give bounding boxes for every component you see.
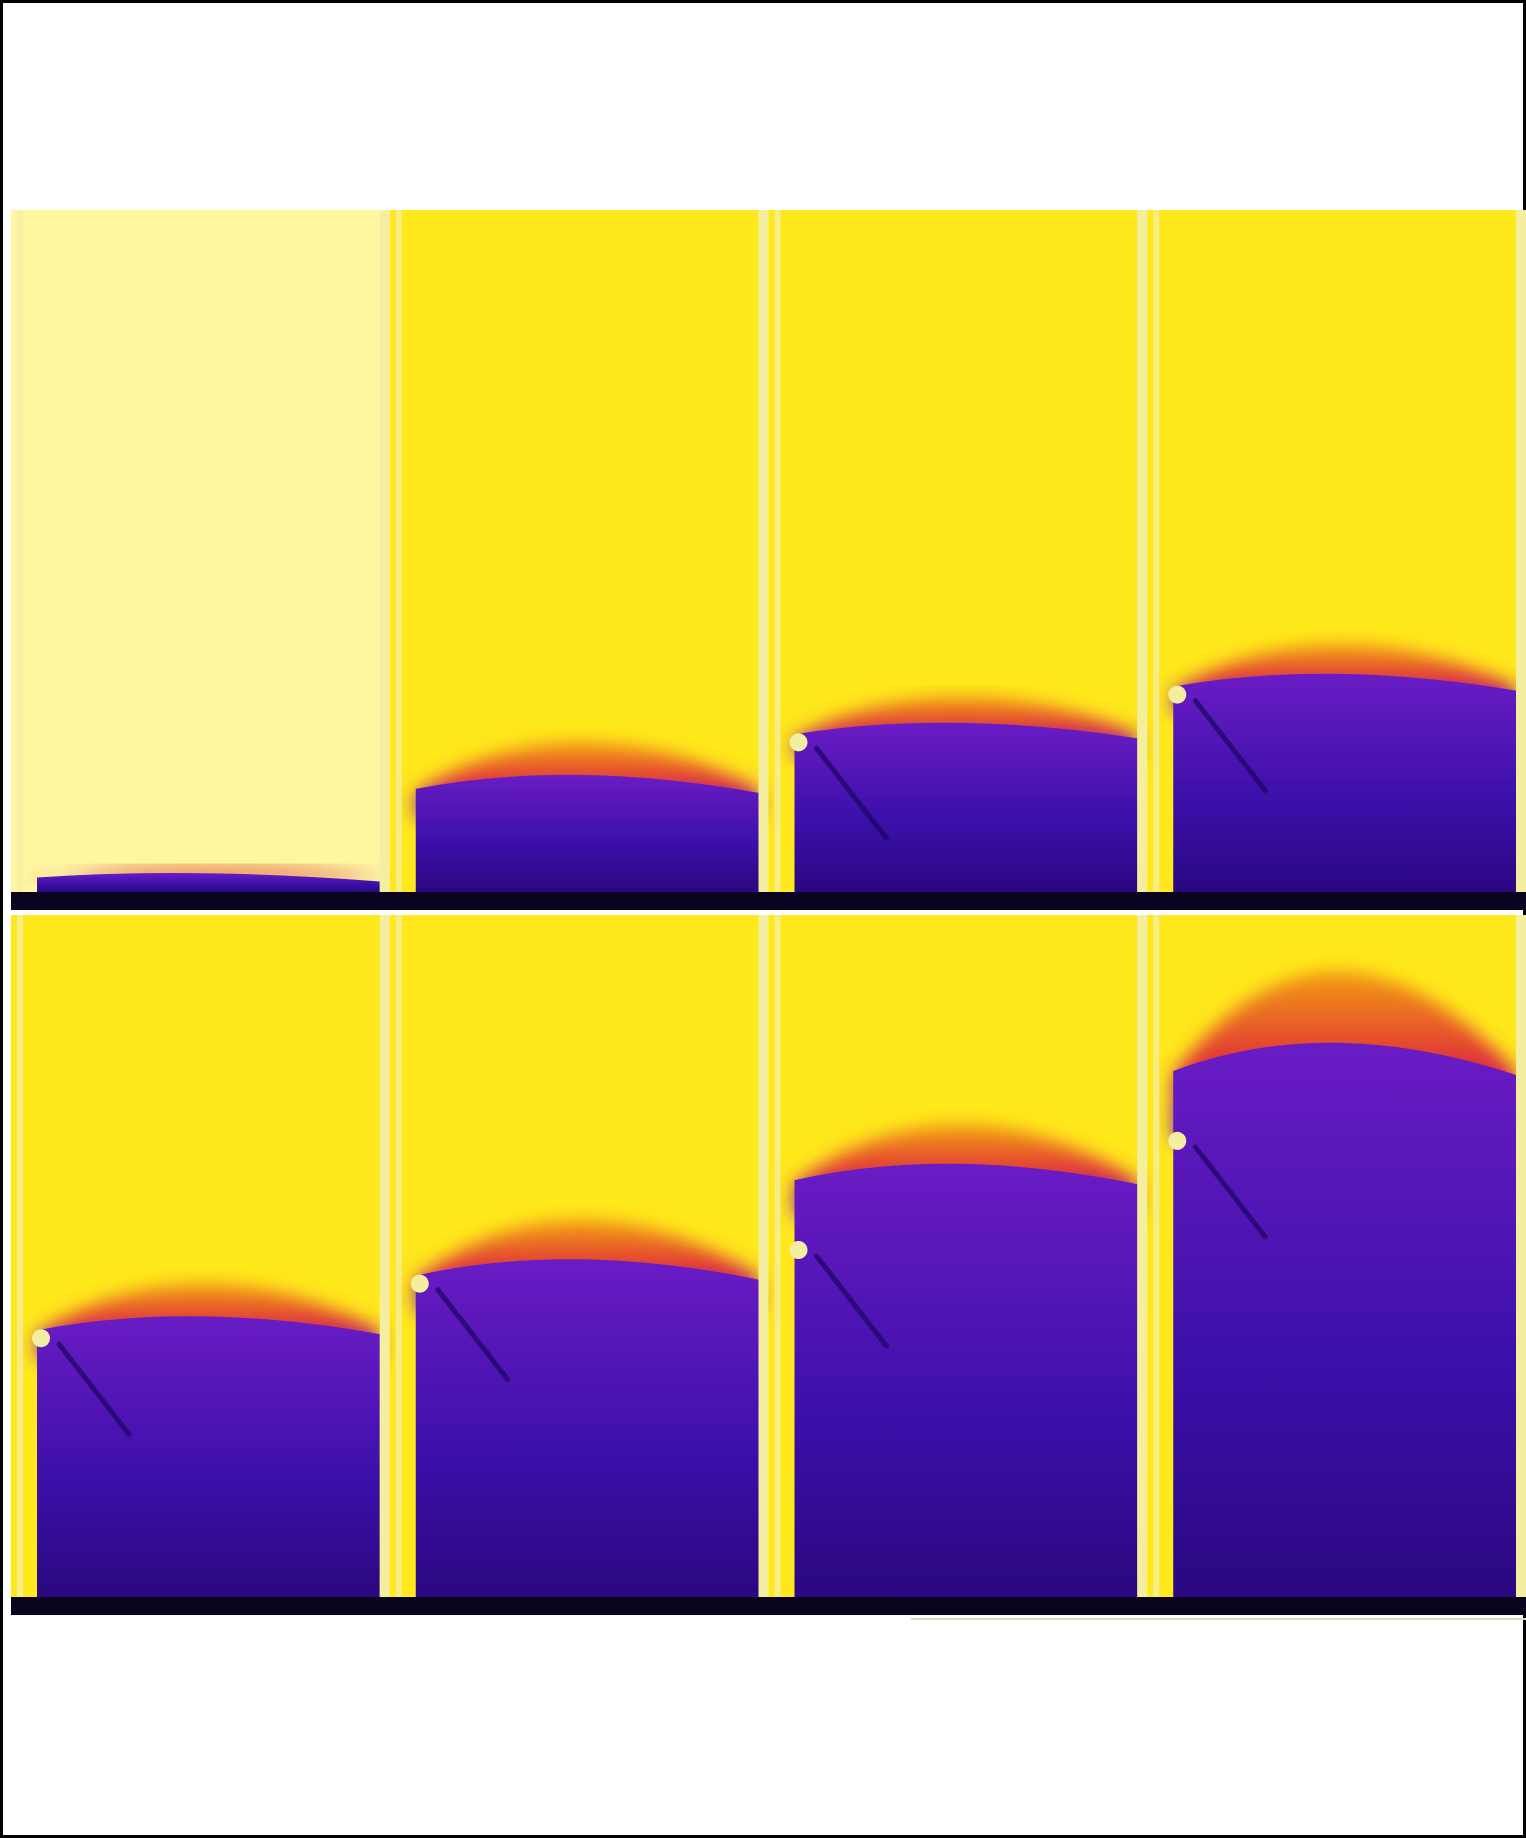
panel-row-top	[11, 210, 1526, 910]
fluid-body	[415, 774, 759, 892]
panel-left-wall	[1153, 210, 1160, 910]
panel-divider	[1516, 915, 1526, 1615]
panel-5	[17, 915, 390, 1615]
panel-left-wall	[774, 210, 781, 910]
image-strip-bottom	[11, 915, 1526, 1615]
panel-3	[774, 210, 1148, 910]
panel-6	[395, 915, 769, 1615]
panel-divider	[379, 210, 390, 910]
panel-4	[1153, 210, 1526, 910]
panel-divider	[1137, 210, 1148, 910]
panel-2	[395, 210, 769, 910]
fracture-line	[814, 745, 889, 841]
panel-divider	[758, 915, 769, 1615]
panel-1	[11, 210, 390, 910]
panel-bg-light	[11, 210, 390, 910]
panel-left-wall	[395, 210, 402, 910]
fluid-body	[37, 872, 380, 892]
panel-left-wall	[17, 915, 23, 1615]
inlet-notch	[789, 733, 808, 752]
fracture-line	[435, 1287, 511, 1383]
panel-7	[774, 915, 1148, 1615]
fracture-line	[1192, 1144, 1268, 1240]
floor-strip	[11, 1597, 1526, 1615]
panel-left-wall	[395, 915, 402, 1615]
fluid-body	[794, 1163, 1138, 1597]
panel-divider	[1137, 915, 1148, 1615]
image-strip-top	[11, 210, 1526, 910]
inlet-notch	[32, 1329, 50, 1348]
panel-divider	[1516, 210, 1526, 910]
fluid-body	[1173, 1042, 1516, 1597]
inlet-notch	[410, 1274, 429, 1293]
inlet-notch	[1168, 1131, 1187, 1150]
panel-divider	[379, 915, 390, 1615]
fracture-line	[56, 1341, 132, 1437]
fluid-body	[1173, 673, 1516, 892]
fluid-body	[415, 1259, 759, 1597]
panel-left-wall	[1153, 915, 1160, 1615]
floor-strip	[11, 892, 1526, 910]
inlet-notch	[1168, 685, 1187, 704]
panel-left-wall	[17, 210, 23, 910]
panel-divider	[758, 210, 769, 910]
panel-row-bottom	[11, 915, 1526, 1615]
bottom-edge-line	[911, 1618, 1526, 1620]
inlet-notch	[789, 1241, 808, 1259]
fracture-line	[814, 1253, 889, 1349]
panel-left-wall	[774, 915, 781, 1615]
fracture-line	[1192, 698, 1268, 794]
fluid-body	[37, 1316, 380, 1597]
fluid-body	[794, 722, 1138, 892]
panel-8	[1153, 915, 1526, 1615]
